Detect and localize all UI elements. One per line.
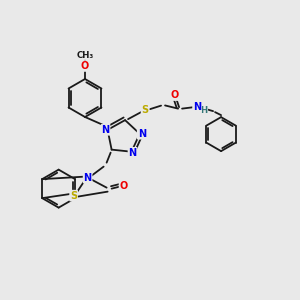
- Text: O: O: [171, 90, 179, 100]
- Text: S: S: [142, 105, 148, 115]
- Text: N: N: [84, 172, 92, 183]
- Text: S: S: [70, 190, 77, 201]
- Text: N: N: [128, 148, 136, 158]
- Text: O: O: [119, 181, 128, 190]
- Text: O: O: [81, 61, 89, 71]
- Text: H: H: [200, 106, 208, 115]
- Text: N: N: [193, 102, 201, 112]
- Text: N: N: [138, 129, 146, 139]
- Text: N: N: [101, 125, 110, 135]
- Text: CH₃: CH₃: [76, 50, 94, 59]
